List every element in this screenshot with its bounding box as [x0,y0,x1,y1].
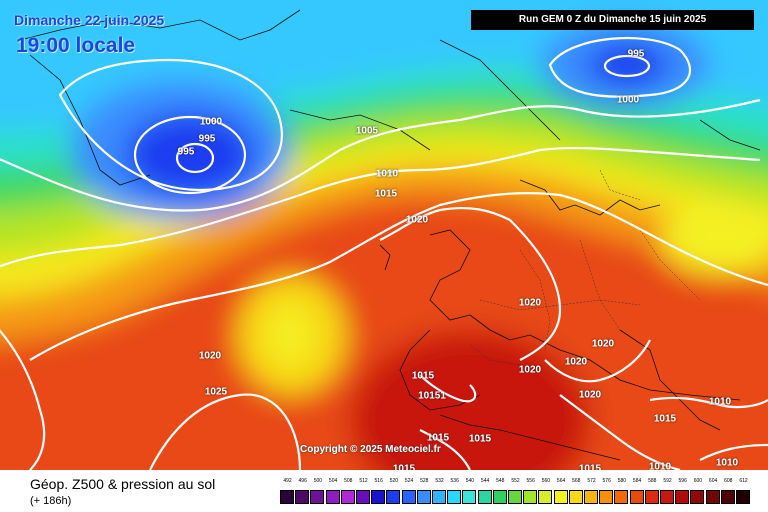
legend-swatch [492,490,507,504]
legend-swatch [736,490,750,504]
legend-swatch [508,490,522,504]
legend-tick-label: 540 [465,478,475,484]
legend-tick-label: 556 [526,478,535,484]
isobar-label: 995 [177,146,195,158]
legend-swatch [599,490,614,504]
forecast-date: Dimanche 22 juin 2025 [14,12,165,28]
legend-tick-label: 532 [435,478,444,484]
copyright-notice: Copyright © 2025 Meteociel.fr [300,444,441,455]
legend-swatch [371,490,386,504]
isobar-label: 1025 [204,386,228,398]
legend-swatch [675,490,690,504]
isobar-label: 1020 [198,350,222,362]
isobar-label: 1015 [411,370,435,382]
legend-swatch [432,490,446,504]
legend-swatch [720,490,735,504]
legend-tick-label: 536 [450,478,459,484]
legend-swatch [644,490,659,504]
legend-tick-label: 584 [632,478,642,484]
isobar-label: 995 [198,133,216,145]
isobar-label: 1015 [426,432,450,444]
legend-tick-label: 504 [328,478,338,484]
coastlines [19,9,761,461]
isobar-label: 10151 [418,390,446,402]
field-title: Géop. Z500 & pression au sol [30,476,216,492]
legend-tick-label: 496 [298,478,307,484]
legend-swatch [386,490,401,504]
legend-tick-label: 564 [556,478,566,484]
isobar-label: 1000 [199,116,223,128]
legend-tick-label: 588 [648,478,657,484]
legend-tick-label: 492 [283,478,292,484]
model-run-label: Run GEM 0 Z du Dimanche 15 juin 2025 [471,10,754,30]
legend-tick-label: 548 [496,478,505,484]
legend-tick-label: 568 [572,478,581,484]
isobar-label: 1020 [578,389,602,401]
legend-swatch [705,490,720,504]
isobar-label: 1020 [518,364,542,376]
legend-tick-label: 608 [724,478,733,484]
isobar-label: 1010 [715,457,739,469]
isobar-label: 1005 [355,125,379,137]
legend-tick-label: 572 [587,478,596,484]
isobars [0,36,768,470]
isobar-label: 1015 [468,433,492,445]
legend-tick-label: 512 [359,478,368,484]
legend-tick-label: 544 [480,478,490,484]
isobar-label: 1020 [518,297,542,309]
legend-swatch [523,490,538,504]
legend-swatch [340,490,355,504]
isobar-label: 1015 [392,463,416,471]
isobar-label: 1020 [405,214,429,226]
legend-swatch [401,490,416,504]
legend-swatch [538,490,553,504]
legend-swatch [356,490,370,504]
isobar-label: 1015 [578,463,602,471]
isobar-label: 995 [627,48,645,60]
isobar-label: 1010 [375,168,399,180]
legend-swatch [462,490,477,504]
legend-swatch [553,490,568,504]
isobar-label: 1010 [648,461,672,471]
legend-swatch [629,490,644,504]
isobar-label: 1020 [564,356,588,368]
legend-tick-label: 580 [617,478,627,484]
legend-tick-label: 600 [693,478,703,484]
legend-tick-label: 552 [511,478,520,484]
forecast-local-time: 19:00 locale [16,34,136,57]
legend-tick-label: 524 [404,478,414,484]
legend-swatch [477,490,492,504]
legend-tick-label: 604 [708,478,718,484]
legend-swatch [325,490,340,504]
z500-field [0,0,768,470]
legend-swatch [614,490,629,504]
legend-swatch [310,490,325,504]
legend-swatch [447,490,462,504]
legend-swatch [416,490,431,504]
legend-tick-label: 596 [678,478,687,484]
legend-swatch [584,490,598,504]
legend-tick-label: 592 [663,478,672,484]
legend-swatch [295,490,310,504]
isobar-label: 1015 [374,188,398,200]
legend-swatch [690,490,705,504]
legend-tick-label: 516 [374,478,383,484]
legend-tick-label: 560 [541,478,551,484]
legend-tick-label: 500 [313,478,323,484]
isobar-label: 1020 [591,338,615,350]
legend-tick-label: 508 [344,478,353,484]
legend-swatch [280,490,294,504]
isobar-label: 1000 [616,94,640,106]
isobar-label: 1010 [708,396,732,408]
legend-swatch [660,490,674,504]
legend-tick-label: 520 [389,478,399,484]
color-scale-legend: 492 496 500 504 508 512 516 520 524 528 532 536 540 5… [280,478,752,508]
legend-tick-label: 576 [602,478,611,484]
forecast-lead-time: (+ 186h) [30,495,72,507]
legend-swatch [568,490,583,504]
legend-tick-label: 612 [739,478,748,484]
forecast-map: Dimanche 22 juin 2025 19:00 locale Run G… [0,0,768,470]
legend-tick-label: 528 [420,478,429,484]
isobar-label: 1015 [653,413,677,425]
